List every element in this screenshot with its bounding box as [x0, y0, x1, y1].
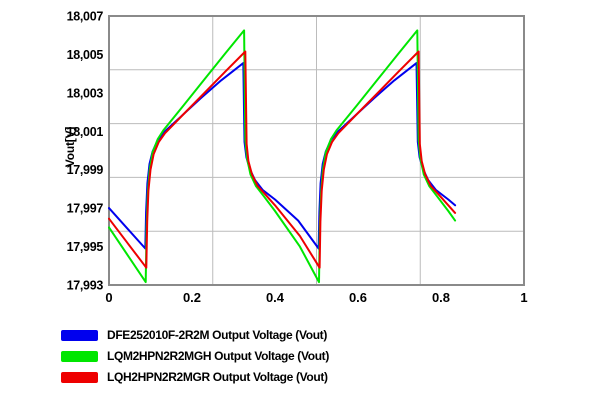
legend-item: LQM2HPN2R2MGH Output Voltage (Vout)	[61, 349, 329, 363]
x-tick-label: 0.4	[266, 290, 285, 305]
x-tick-label: 0.6	[349, 290, 367, 305]
y-tick-label: 17,997	[67, 202, 104, 216]
legend-swatch	[61, 372, 98, 383]
y-tick-label: 18,001	[67, 125, 104, 139]
y-tick-label: 18,007	[67, 10, 104, 24]
plot-frame	[108, 15, 525, 286]
y-tick-label: 18,003	[67, 86, 104, 100]
legend-label: LQH2HPN2R2MGR Output Voltage (Vout)	[107, 370, 328, 384]
legend-label: LQM2HPN2R2MGH Output Voltage (Vout)	[107, 349, 329, 363]
voltage-chart: 0 0.2 0.4 0.6 0.8 1 17,993 17,995 17,997 17,999 18…	[67, 10, 528, 306]
series-line-2	[108, 50, 457, 269]
legend-swatch	[61, 351, 98, 362]
legend-item: DFE252010F-2R2M Output Voltage (Vout)	[61, 328, 329, 342]
x-tick-label: 1	[520, 290, 527, 305]
y-tick-label: 18,005	[67, 48, 104, 62]
chart-legend: DFE252010F-2R2M Output Voltage (Vout) LQM…	[61, 328, 329, 384]
legend-item: LQH2HPN2R2MGR Output Voltage (Vout)	[61, 370, 329, 384]
series-line-1	[108, 29, 457, 284]
legend-swatch	[61, 330, 98, 341]
y-tick-label: 17,993	[67, 279, 104, 293]
x-tick-label: 0.2	[183, 290, 201, 305]
y-axis-title: Vout[V]	[63, 126, 77, 168]
x-tick-label: 0.8	[432, 290, 450, 305]
legend-label: DFE252010F-2R2M Output Voltage (Vout)	[107, 328, 327, 342]
y-tick-label: 17,995	[67, 240, 104, 254]
x-tick-label: 0	[105, 290, 112, 305]
y-tick-label: 17,999	[67, 163, 104, 177]
